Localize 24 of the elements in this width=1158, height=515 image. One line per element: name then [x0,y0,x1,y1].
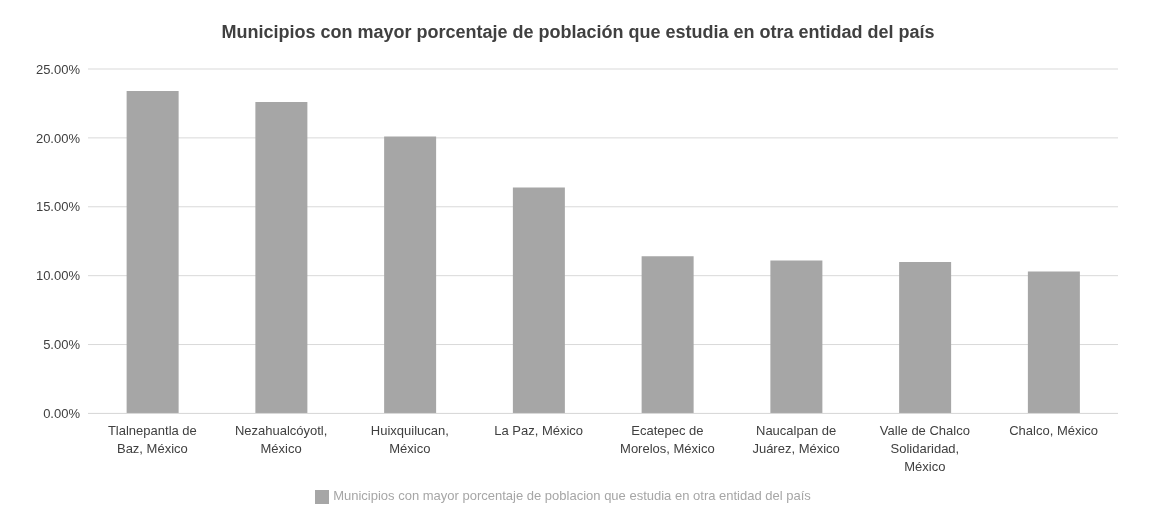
bar [1027,271,1080,414]
bar [770,260,823,414]
x-tick-label: Valle de Chalco Solidaridad, México [879,423,970,475]
y-tick-label: 20.00% [35,130,81,146]
bar [126,91,179,414]
bar [512,187,565,414]
x-tick-label: Naucalpan de Juárez, México [752,423,840,457]
y-tick-label: 0.00% [43,406,81,422]
x-tick-label: La Paz, México [494,423,584,439]
legend-label: Municipios con mayor porcentaje de poblacion que estudia en otra entidad del país [333,488,811,504]
x-tick-label: Tlalnepantla de Baz, México [107,423,197,457]
x-tick-label: Huixquilucan, México [370,423,449,457]
y-tick-label: 15.00% [35,199,81,215]
y-tick-label: 10.00% [35,268,81,284]
x-tick-label: Nezahualcóyotl, México [234,423,328,457]
bar [255,102,308,414]
bar [899,261,952,414]
x-tick-label: Ecatepec de Morelos, México [620,423,715,457]
bar [384,136,437,414]
x-tick-label: Chalco, México [1009,423,1099,439]
y-tick-label: 25.00% [35,61,81,77]
y-tick-label: 5.00% [43,337,81,353]
chart-title: Municipios con mayor porcentaje de población que estudia en otra entidad del país [220,21,936,44]
bar [641,256,694,414]
